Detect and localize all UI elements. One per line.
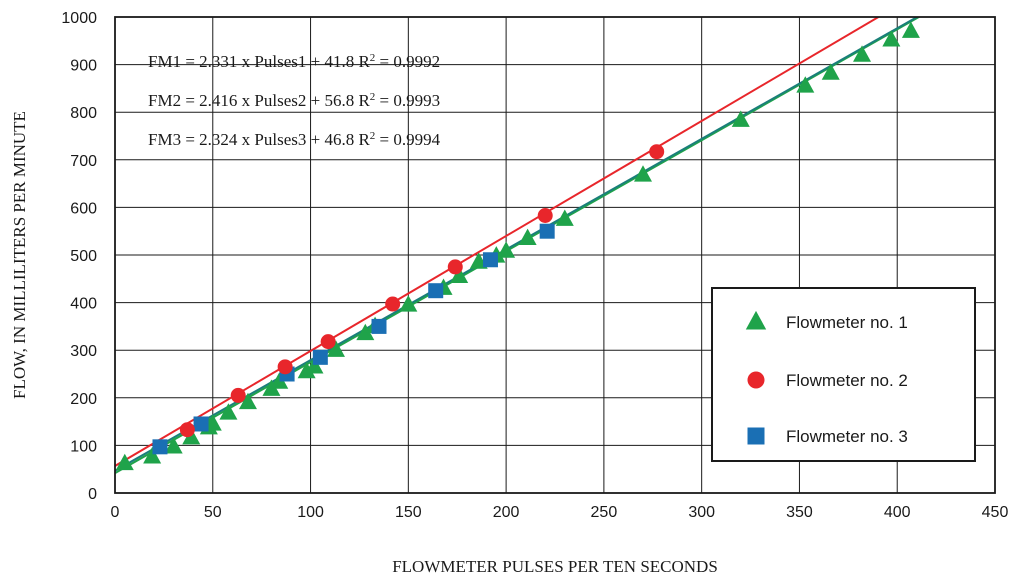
- series-1-point: [164, 437, 183, 454]
- regression-equation: FM1 = 2.331 x Pulses1 + 41.8 R2 = 0.9992: [148, 52, 440, 71]
- regression-line-3: [115, 17, 920, 472]
- series-1-point: [555, 209, 574, 226]
- series-2-point: [320, 334, 336, 350]
- series-2-point: [649, 144, 665, 160]
- series-2-point: [537, 207, 553, 223]
- x-tick-label: 200: [493, 504, 520, 521]
- series-3-point: [371, 318, 387, 334]
- series-1-point: [634, 165, 652, 182]
- regression-equations: FM1 = 2.331 x Pulses1 + 41.8 R2 = 0.9992…: [148, 52, 441, 149]
- series-1-point: [326, 340, 345, 357]
- x-tick-label: 350: [786, 504, 813, 521]
- x-tick-label: 450: [982, 504, 1009, 521]
- series-2-point: [447, 259, 463, 275]
- series-3-point: [152, 439, 168, 455]
- legend-marker-1: [745, 310, 767, 330]
- y-tick-label: 500: [70, 248, 97, 265]
- y-tick-label: 1000: [61, 10, 97, 27]
- legend-label: Flowmeter no. 2: [786, 371, 908, 390]
- series-3-point: [428, 283, 444, 299]
- series-1-point: [305, 357, 324, 374]
- x-tick-label: 400: [884, 504, 911, 521]
- series-1-point: [219, 403, 238, 420]
- x-tick-label: 0: [111, 504, 120, 521]
- legend-label: Flowmeter no. 3: [786, 427, 908, 446]
- x-tick-label: 100: [297, 504, 324, 521]
- series-1-point: [518, 228, 537, 245]
- series-1-point: [143, 447, 162, 464]
- y-tick-label: 300: [70, 343, 97, 360]
- series-1-point: [450, 266, 469, 284]
- regression-equation: FM2 = 2.416 x Pulses2 + 56.8 R2 = 0.9993: [148, 91, 440, 110]
- series-1-point: [356, 323, 375, 341]
- series-1-point: [796, 76, 815, 93]
- series-2-point: [230, 387, 246, 403]
- y-tick-label: 900: [70, 58, 97, 75]
- series-3-point: [193, 416, 209, 432]
- legend-marker-2: [747, 371, 765, 389]
- y-tick-label: 400: [70, 296, 97, 313]
- x-tick-label: 300: [688, 504, 715, 521]
- tick-labels: 0 50 100 150 200 250 300 350 400 450 0 100 200 300 400…: [61, 10, 1008, 521]
- series-1-point: [115, 453, 134, 471]
- series-2-point: [385, 296, 401, 312]
- series-2-point: [277, 359, 293, 375]
- legend-label: Flowmeter no. 1: [786, 313, 908, 332]
- y-tick-label: 200: [70, 391, 97, 408]
- series-1-point: [853, 45, 872, 62]
- series-3-point: [482, 252, 498, 268]
- series-3-point: [312, 349, 328, 365]
- regression-lines: [115, 17, 921, 474]
- x-tick-label: 250: [591, 504, 618, 521]
- x-tick-label: 150: [395, 504, 422, 521]
- y-tick-label: 100: [70, 438, 97, 455]
- series-1-point: [182, 428, 201, 445]
- series-1-point: [901, 21, 920, 38]
- series-2-point: [179, 422, 195, 438]
- y-tick-label: 0: [88, 486, 97, 503]
- y-tick-label: 800: [70, 105, 97, 122]
- y-axis-label: FLOW, IN MILLILITERS PER MINUTE: [10, 111, 29, 399]
- series-1-point: [731, 110, 750, 127]
- series-1-point: [238, 392, 257, 410]
- y-tick-label: 600: [70, 200, 97, 217]
- y-tick-label: 700: [70, 153, 97, 170]
- series-1-point: [497, 241, 516, 258]
- x-axis-label: FLOWMETER PULSES PER TEN SECONDS: [392, 557, 718, 576]
- plot-frame: [114, 16, 996, 494]
- regression-line-2: [115, 17, 881, 467]
- series-1-point: [297, 361, 316, 379]
- series-1-point: [270, 372, 289, 389]
- x-tick-label: 50: [204, 504, 222, 521]
- regression-equation: FM3 = 2.324 x Pulses3 + 46.8 R2 = 0.9994: [148, 130, 441, 149]
- series-1-point: [821, 63, 840, 80]
- series-1-point: [882, 30, 901, 47]
- legend-marker-3: [747, 427, 765, 445]
- legend: Flowmeter no. 1 Flowmeter no. 2 Flowmeter …: [711, 287, 976, 462]
- series-1-point: [399, 295, 418, 312]
- data-markers: [115, 21, 920, 471]
- series-3-point: [539, 223, 555, 239]
